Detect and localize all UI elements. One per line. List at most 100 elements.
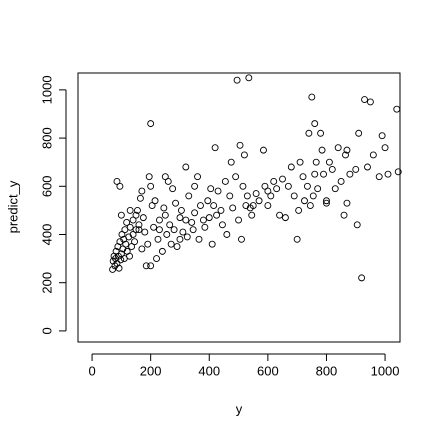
point (284, 182, 292, 190)
point (238, 235, 245, 243)
point (246, 204, 254, 212)
point (163, 231, 171, 238)
point (309, 192, 317, 200)
point (126, 223, 134, 231)
point (260, 146, 267, 154)
point (381, 144, 389, 152)
point (194, 173, 201, 181)
point (176, 235, 184, 243)
point (191, 209, 199, 217)
point (153, 255, 160, 263)
point (218, 221, 226, 229)
point (296, 158, 304, 166)
point (306, 202, 314, 210)
point (161, 211, 169, 219)
point (323, 197, 330, 205)
point (248, 211, 256, 219)
point (236, 141, 244, 149)
y-tick-label: 200 (39, 272, 54, 294)
point (342, 151, 349, 159)
point (132, 211, 140, 219)
point (141, 228, 149, 236)
point (352, 165, 360, 173)
point (197, 202, 204, 210)
point (217, 206, 225, 214)
point (245, 74, 253, 82)
point (328, 165, 336, 173)
point (366, 98, 374, 106)
point (270, 178, 278, 185)
point (123, 218, 131, 226)
point (189, 226, 197, 234)
point (176, 214, 184, 222)
y-tick-label: 600 (39, 175, 54, 197)
point (147, 262, 155, 270)
point (199, 216, 207, 224)
point (273, 185, 281, 193)
plot-box (77, 72, 401, 343)
point (293, 235, 301, 243)
point (116, 238, 124, 246)
point (115, 264, 123, 272)
point (183, 233, 191, 241)
point (355, 129, 363, 137)
point (320, 170, 327, 178)
point (166, 221, 174, 229)
point (264, 202, 272, 210)
point (139, 214, 147, 222)
point (182, 216, 190, 224)
point (308, 93, 316, 101)
point (305, 129, 313, 137)
point (167, 240, 175, 248)
point (364, 163, 371, 171)
point (229, 204, 237, 212)
point (109, 257, 117, 265)
point (235, 216, 243, 224)
point (214, 187, 222, 195)
point (207, 185, 215, 193)
x-tick-label: 1000 (371, 363, 400, 378)
point (290, 192, 298, 200)
point (158, 247, 166, 255)
point (337, 178, 345, 185)
point (312, 158, 320, 166)
point (160, 204, 168, 212)
point (156, 226, 163, 234)
point (116, 182, 124, 190)
point (182, 163, 190, 171)
point (252, 190, 260, 197)
point (311, 120, 319, 128)
point (211, 144, 219, 152)
point (323, 199, 330, 207)
point (147, 120, 155, 128)
point (243, 192, 251, 200)
point (311, 170, 319, 178)
point (201, 223, 209, 231)
point (179, 228, 187, 236)
point (150, 223, 158, 231)
point (131, 238, 138, 246)
point (378, 132, 386, 140)
point (122, 240, 130, 248)
x-axis-label: y (236, 401, 243, 416)
point (136, 194, 144, 202)
point (135, 221, 143, 229)
point (394, 168, 402, 176)
point (144, 240, 152, 248)
point (210, 202, 218, 210)
point (267, 192, 275, 200)
point (255, 197, 263, 205)
x-tick-label: 400 (198, 363, 220, 378)
point (226, 192, 234, 200)
point (301, 197, 308, 205)
point (205, 214, 213, 222)
point (239, 182, 247, 190)
point (353, 221, 361, 229)
point (295, 206, 303, 214)
point (170, 226, 178, 234)
point (151, 197, 159, 205)
point (317, 129, 325, 137)
point (173, 243, 181, 250)
point (303, 182, 311, 190)
